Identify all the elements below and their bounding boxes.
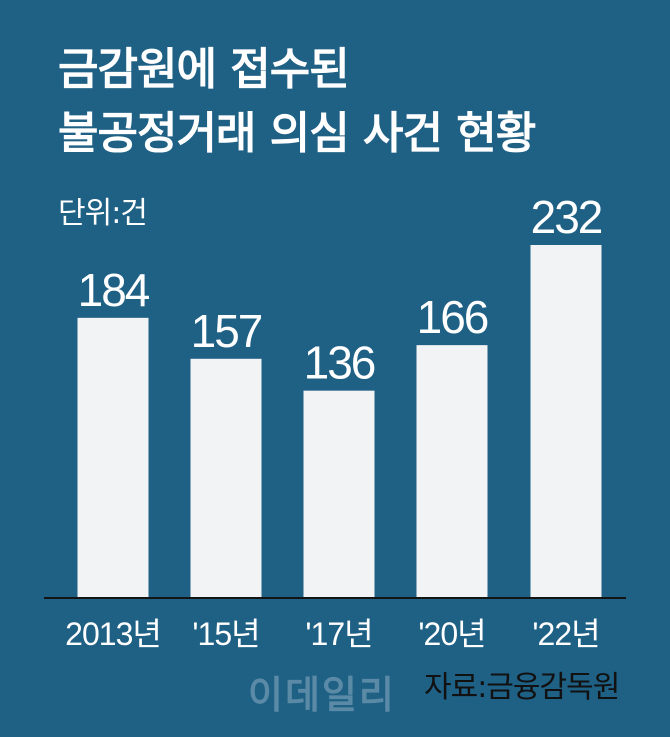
unit-label: 단위:건 — [58, 196, 148, 231]
title-line-2: 불공정거래 의심 사건 현황 — [58, 108, 536, 159]
bar-2 — [303, 390, 375, 597]
category-label-1: '15년 — [192, 616, 259, 652]
title-line-1: 금감원에 접수된 — [58, 44, 350, 95]
category-label-0: 2013년 — [65, 616, 161, 652]
bar-3 — [416, 345, 488, 597]
bar-1 — [190, 358, 262, 597]
value-label-4: 232 — [531, 191, 602, 243]
category-label-4: '22년 — [532, 616, 599, 652]
category-label-2: '17년 — [305, 616, 372, 652]
bar-4 — [530, 245, 602, 597]
value-label-3: 166 — [417, 291, 488, 343]
bar-0 — [77, 317, 149, 597]
chart-title: 금감원에 접수된 불공정거래 의심 사건 현황 — [58, 38, 536, 166]
source-label: 자료:금융감독원 — [424, 670, 620, 705]
category-label-3: '20년 — [418, 616, 485, 652]
value-label-1: 157 — [191, 305, 262, 357]
value-label-0: 184 — [78, 264, 150, 316]
watermark-logo: 이데일리 — [248, 673, 396, 717]
value-label-2: 136 — [304, 337, 375, 389]
